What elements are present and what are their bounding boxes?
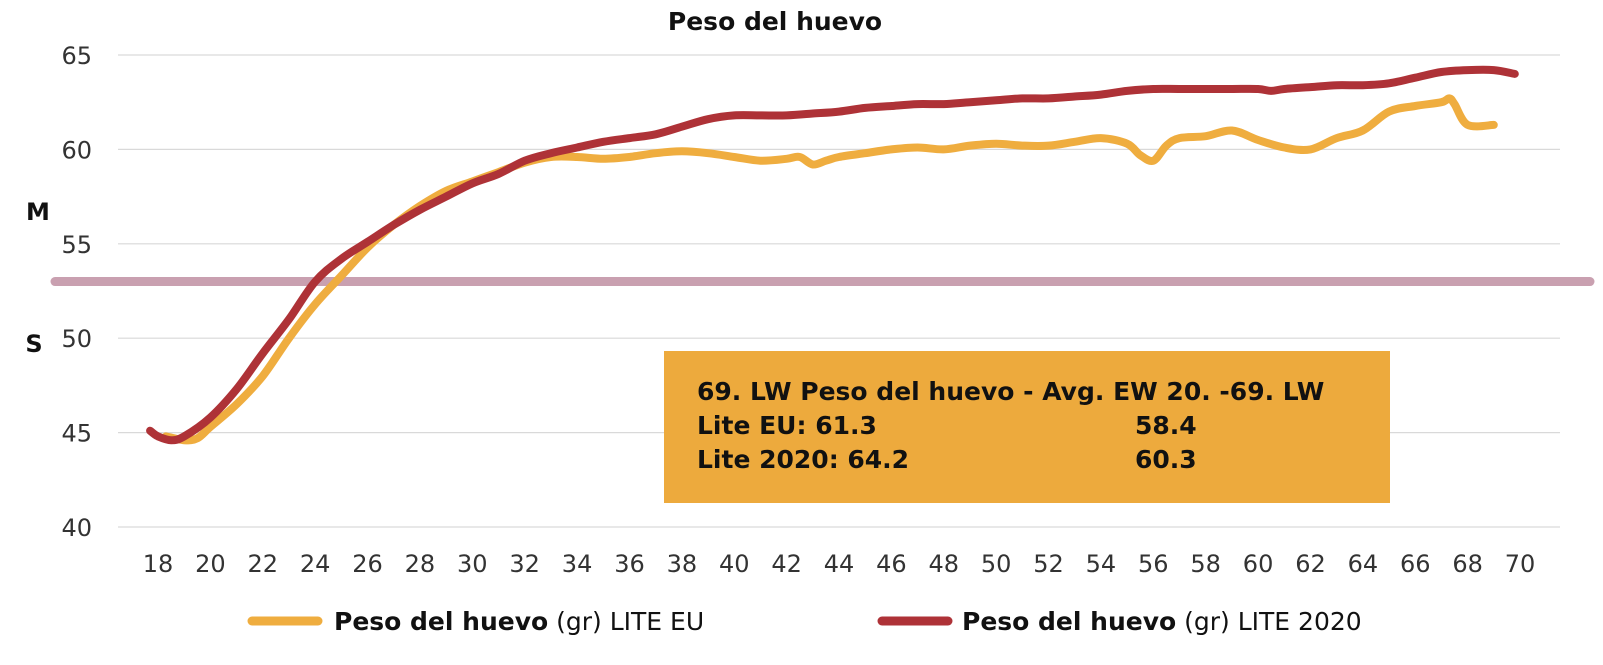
y-axis-ticks: 40 45 50 55 60 65 [61,42,92,542]
legend-label-lite-eu: Peso del huevo (gr) LITE EU [334,607,704,636]
x-tick-18: 18 [143,550,174,578]
y-tick-50: 50 [61,325,92,353]
x-tick-38: 38 [667,550,698,578]
x-tick-62: 62 [1295,550,1326,578]
y-tick-45: 45 [61,420,92,448]
x-tick-56: 56 [1138,550,1169,578]
x-tick-30: 30 [457,550,488,578]
x-tick-68: 68 [1452,550,1483,578]
y-tick-60: 60 [61,136,92,164]
legend: Peso del huevo (gr) LITE EU Peso del hue… [247,607,1362,636]
info-box [664,351,1390,503]
x-tick-20: 20 [195,550,226,578]
x-tick-64: 64 [1348,550,1379,578]
info-box-lite-2020-final: Lite 2020: 64.2 [697,445,909,474]
x-tick-34: 34 [562,550,593,578]
x-tick-24: 24 [300,550,331,578]
y-tick-55: 55 [61,231,92,259]
legend-label-lite-2020-bold: Peso del huevo [962,607,1176,636]
series-lines [146,65,1519,445]
x-tick-58: 58 [1190,550,1221,578]
y-tick-40: 40 [61,514,92,542]
x-tick-60: 60 [1243,550,1274,578]
x-tick-46: 46 [876,550,907,578]
x-tick-54: 54 [1086,550,1117,578]
info-box-lite-2020-avg: 60.3 [1135,445,1197,474]
x-tick-26: 26 [352,550,383,578]
x-axis-ticks: 18 20 22 24 26 28 30 32 34 36 38 40 42 44 46 48 50 52 54 56… [143,550,1536,578]
x-tick-44: 44 [824,550,855,578]
x-tick-70: 70 [1505,550,1536,578]
x-tick-22: 22 [247,550,278,578]
size-label-s: S [25,330,42,358]
legend-label-lite-2020-rest: (gr) LITE 2020 [1176,607,1362,636]
x-tick-66: 66 [1400,550,1431,578]
x-tick-42: 42 [771,550,802,578]
x-tick-32: 32 [509,550,540,578]
x-tick-36: 36 [614,550,645,578]
info-box-header: 69. LW Peso del huevo - Avg. EW 20. -69.… [697,377,1324,406]
legend-label-lite-2020: Peso del huevo (gr) LITE 2020 [962,607,1362,636]
x-tick-28: 28 [405,550,436,578]
x-tick-48: 48 [928,550,959,578]
y-tick-65: 65 [61,42,92,70]
legend-label-lite-eu-bold: Peso del huevo [334,607,548,636]
x-tick-52: 52 [1033,550,1064,578]
x-tick-50: 50 [981,550,1012,578]
x-tick-40: 40 [719,550,750,578]
info-box-lite-eu-avg: 58.4 [1135,411,1197,440]
chart-title: Peso del huevo [668,7,882,36]
info-box-lite-eu-final: Lite EU: 61.3 [697,411,877,440]
series-line-lite-2020 [146,65,1519,445]
legend-label-lite-eu-rest: (gr) LITE EU [548,607,704,636]
size-label-m: M [26,198,50,226]
